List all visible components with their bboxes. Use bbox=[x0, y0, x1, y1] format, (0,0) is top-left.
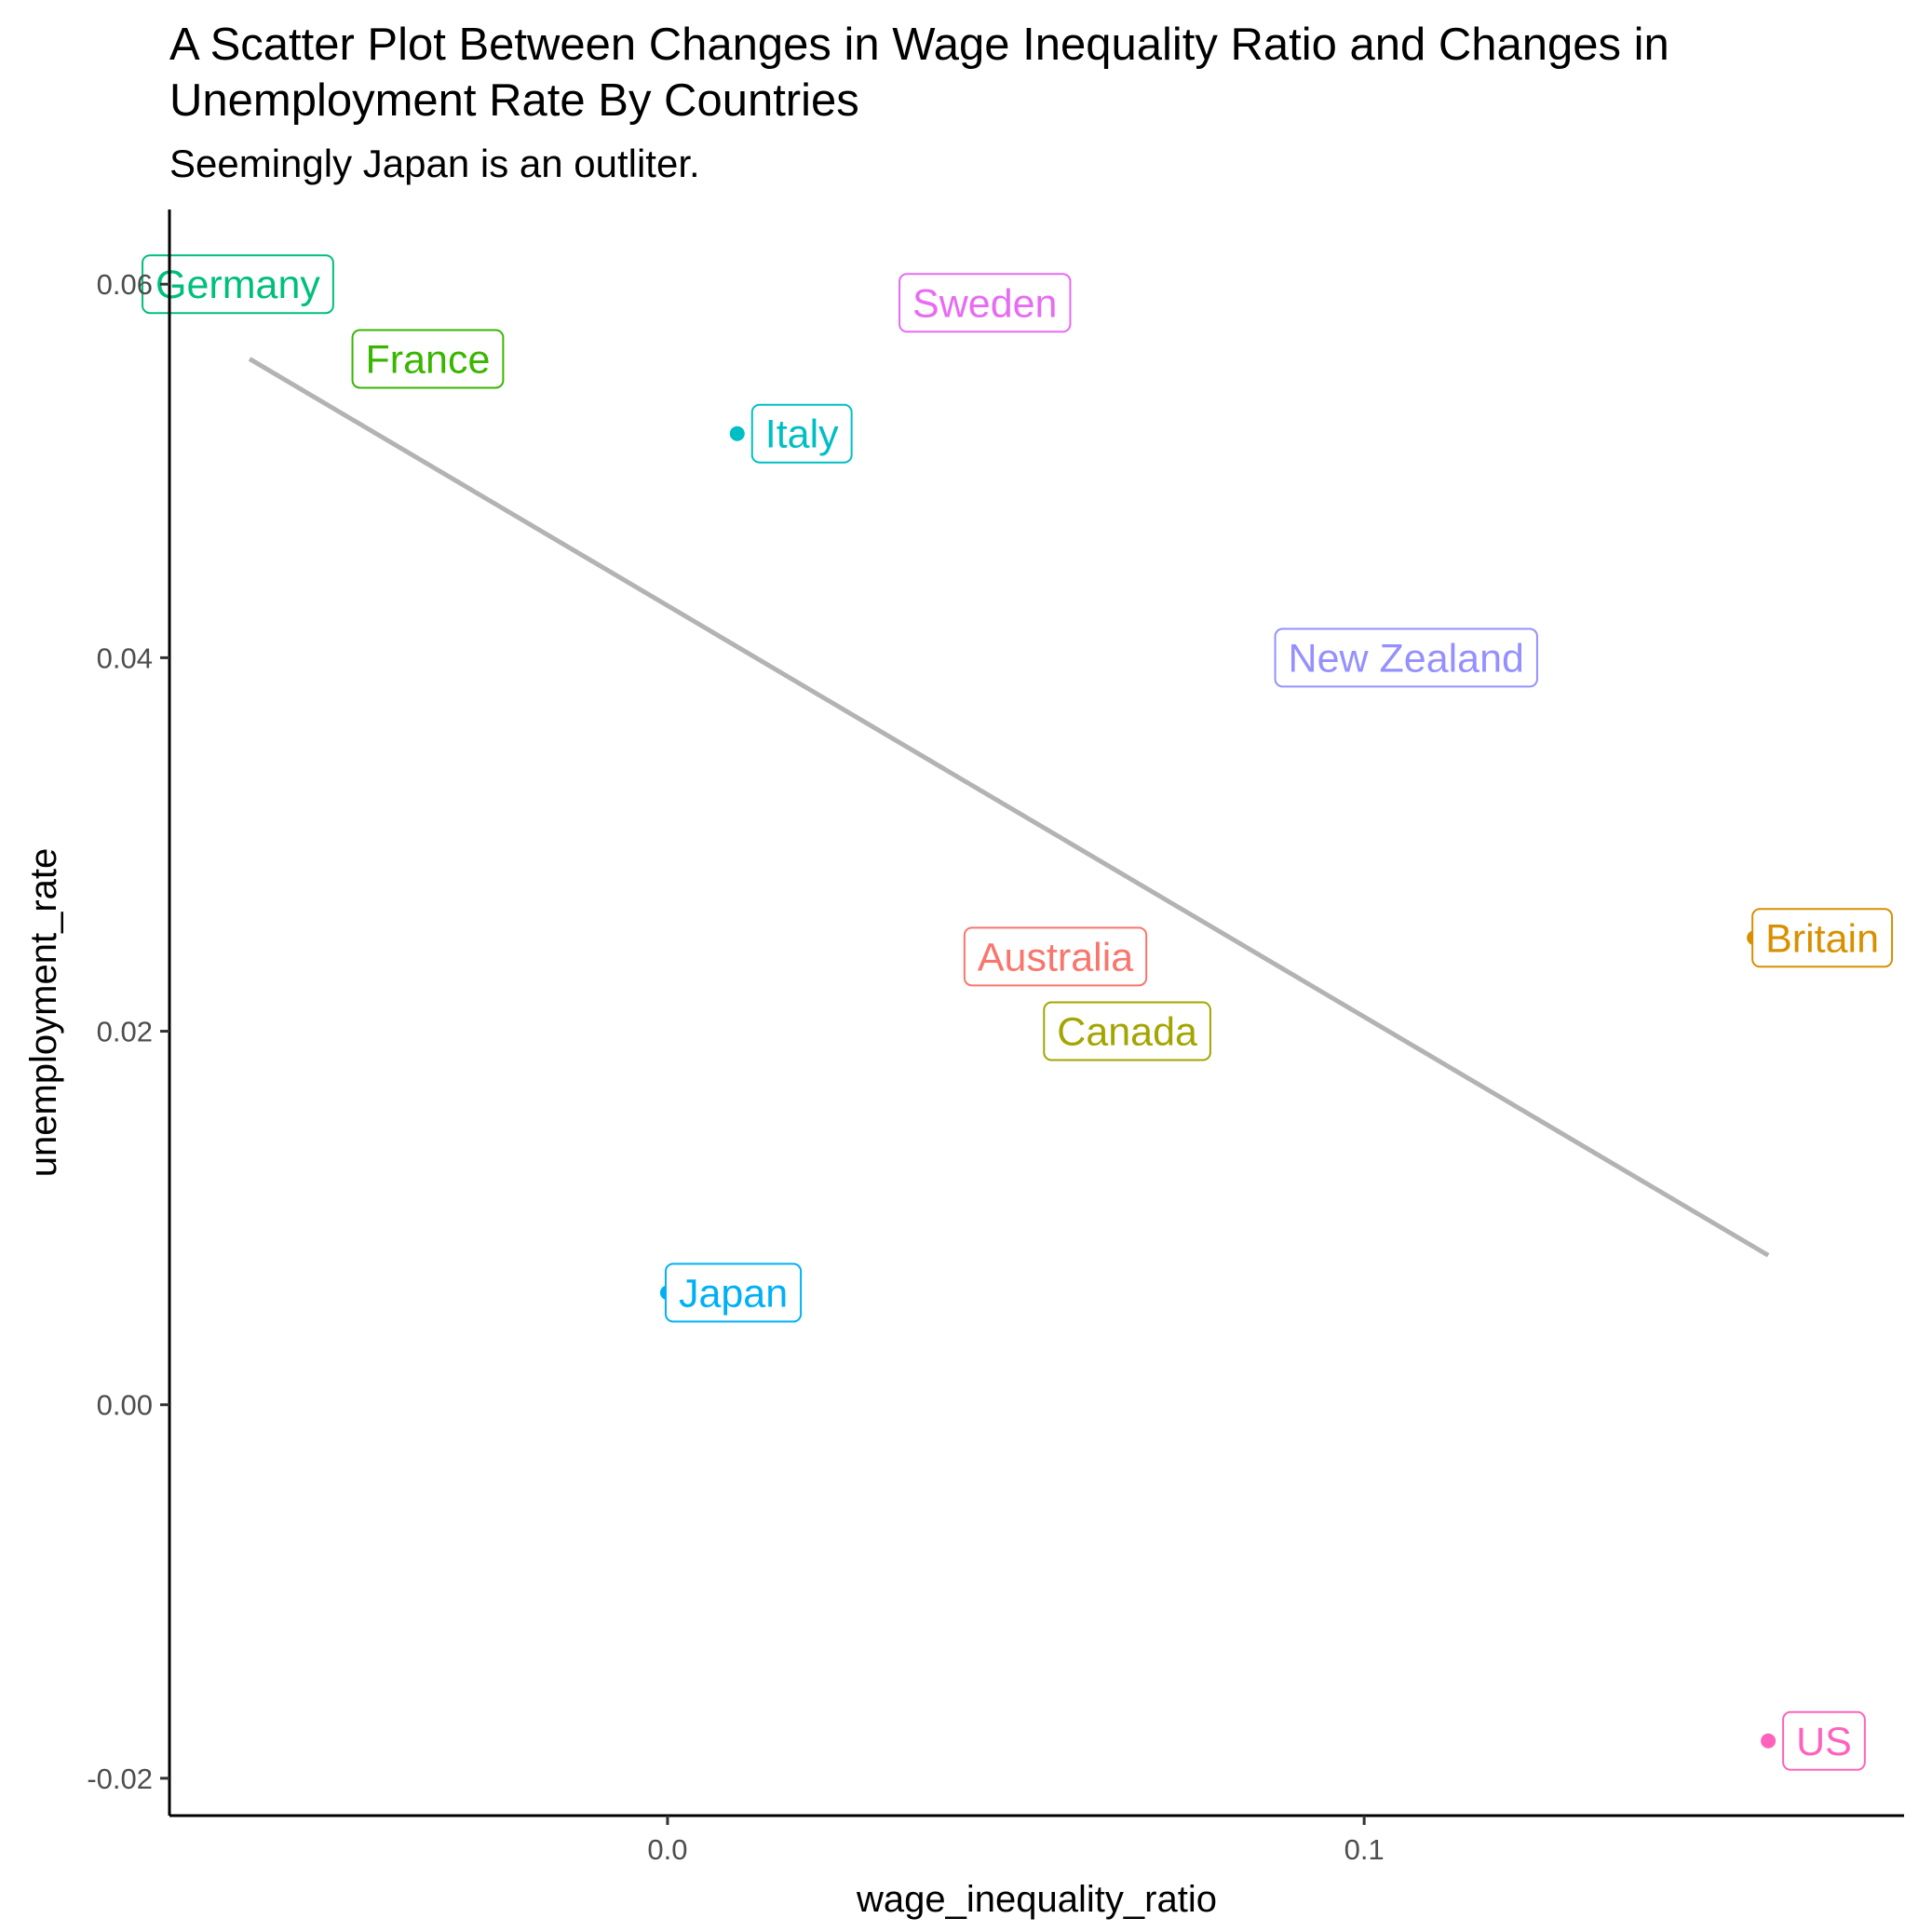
point-label-box bbox=[898, 273, 1072, 333]
x-axis-title: wage_inequality_ratio bbox=[856, 1879, 1217, 1920]
point-label-text: Britain bbox=[1765, 916, 1879, 961]
point-labels-layer: Germany France Italy Sweden New Zealand Austr… bbox=[142, 254, 1894, 1771]
point-label-box bbox=[351, 329, 505, 389]
data-point-us bbox=[1761, 1733, 1777, 1749]
trend-line-layer bbox=[248, 357, 1770, 1258]
point-label-text: France bbox=[366, 337, 491, 382]
point-label-italy: Italy bbox=[750, 403, 853, 464]
point-label-germany: Germany bbox=[142, 254, 334, 315]
point-label-text: Canada bbox=[1057, 1010, 1197, 1055]
point-label-text: Australia bbox=[978, 935, 1133, 980]
x-tick-label: 0.1 bbox=[1344, 1833, 1385, 1866]
data-point-italy bbox=[729, 426, 745, 441]
point-label-text: Italy bbox=[765, 412, 839, 457]
chart-subtitle: Seemingly Japan is an outliter. bbox=[169, 142, 700, 185]
x-tick-label: 0.0 bbox=[647, 1833, 687, 1866]
y-tick-label: 0.06 bbox=[97, 268, 153, 301]
point-label-text: New Zealand bbox=[1289, 636, 1524, 681]
point-label-us: US bbox=[1782, 1710, 1866, 1771]
y-tick-label: 0.00 bbox=[97, 1389, 153, 1422]
point-label-box bbox=[1782, 1710, 1866, 1771]
point-label-box bbox=[963, 926, 1148, 987]
point-label-france: France bbox=[351, 329, 505, 389]
point-label-text: Japan bbox=[679, 1271, 788, 1316]
points-layer bbox=[242, 277, 1777, 1749]
point-label-britain: Britain bbox=[1751, 908, 1894, 968]
point-label-box bbox=[142, 254, 334, 315]
point-label-box bbox=[1751, 908, 1894, 968]
chart-title: A Scatter Plot Between Changes in Wage I… bbox=[169, 20, 1669, 126]
point-label-box bbox=[664, 1263, 803, 1323]
trend-line bbox=[248, 357, 1770, 1258]
point-label-japan: Japan bbox=[664, 1263, 803, 1323]
point-label-box bbox=[1043, 1001, 1211, 1061]
point-label-text: Germany bbox=[155, 263, 320, 307]
point-label-box bbox=[1274, 628, 1538, 688]
point-label-text: US bbox=[1796, 1720, 1852, 1764]
point-label-new-zealand: New Zealand bbox=[1274, 628, 1538, 688]
point-label-box bbox=[750, 403, 853, 464]
point-label-text: Sweden bbox=[912, 281, 1057, 326]
y-tick-label: 0.02 bbox=[97, 1016, 153, 1048]
point-label-sweden: Sweden bbox=[898, 273, 1072, 333]
axes: -0.02 0.00 0.02 0.04 0.06 0.0 0.1 wage_inequali… bbox=[23, 209, 1904, 1920]
y-axis-title: unemployment_rate bbox=[23, 848, 64, 1178]
y-tick-label: -0.02 bbox=[87, 1763, 153, 1795]
point-label-canada: Canada bbox=[1043, 1001, 1211, 1061]
point-label-australia: Australia bbox=[963, 926, 1148, 987]
y-tick-label: 0.04 bbox=[97, 642, 153, 674]
